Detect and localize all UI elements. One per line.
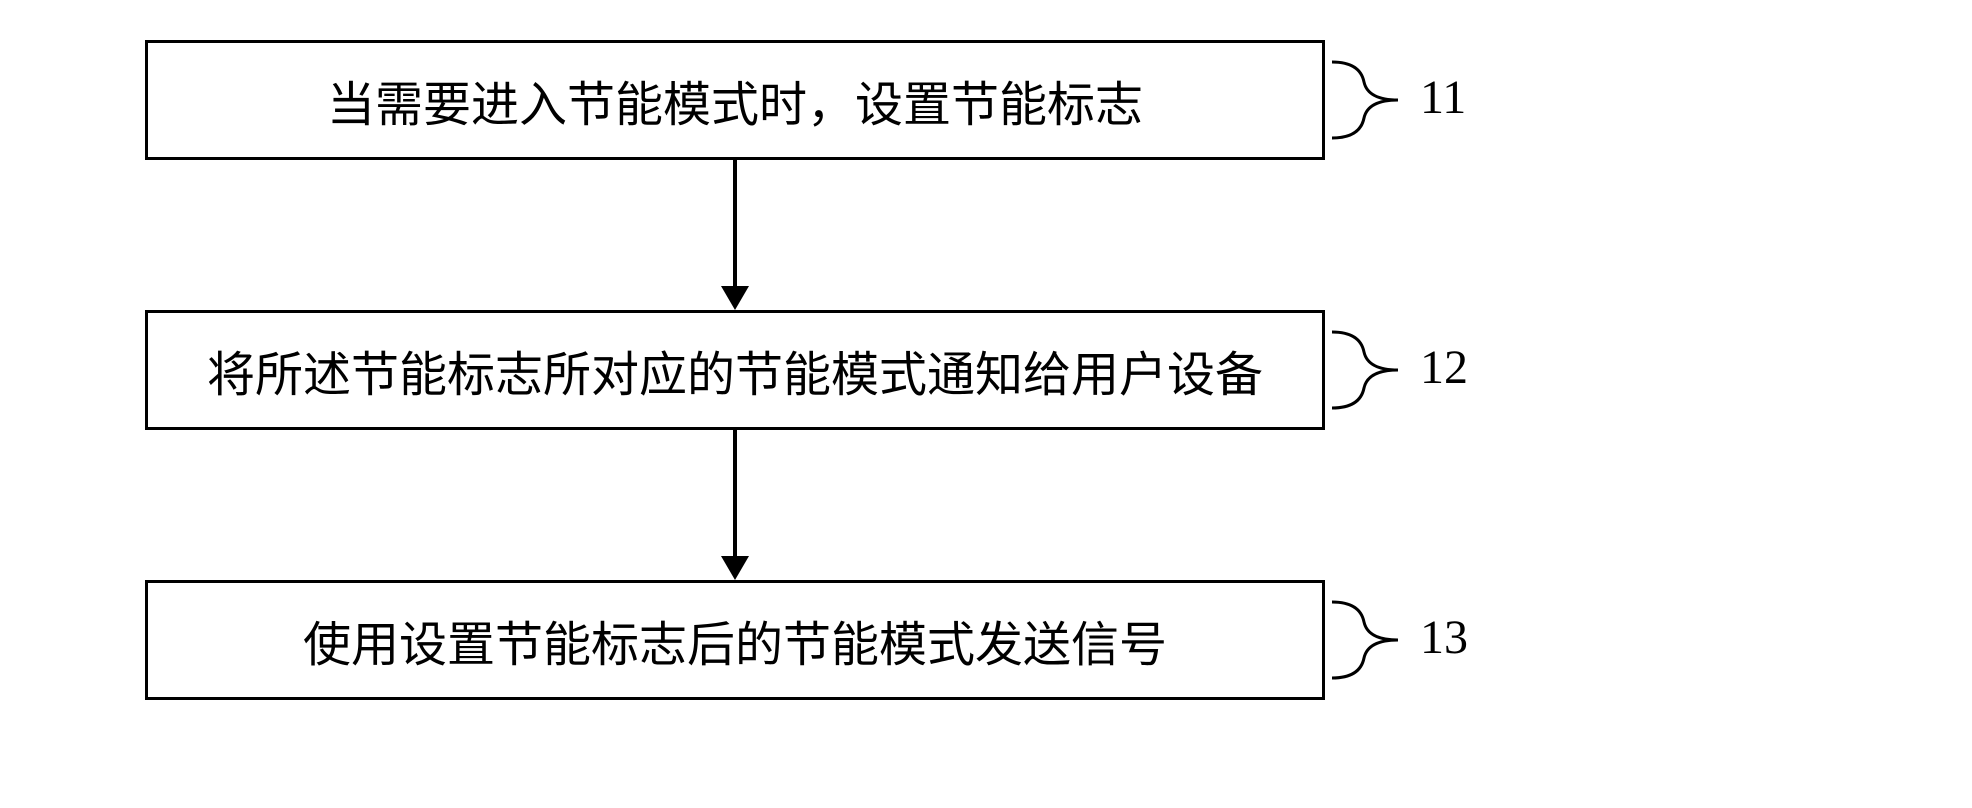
node-label-1: 11 bbox=[1420, 70, 1466, 125]
flow-node-1-text: 当需要进入节能模式时，设置节能标志 bbox=[327, 65, 1143, 135]
flow-node-2: 将所述节能标志所对应的节能模式通知给用户设备 bbox=[145, 310, 1325, 430]
edge-2-head-icon bbox=[721, 556, 749, 580]
flowchart-canvas: 当需要进入节能模式时，设置节能标志 11 将所述节能标志所对应的节能模式通知给用… bbox=[0, 0, 1972, 808]
brace-icon bbox=[1330, 60, 1400, 140]
node-label-3: 13 bbox=[1420, 610, 1468, 665]
flow-node-3-text: 使用设置节能标志后的节能模式发送信号 bbox=[303, 605, 1167, 675]
edge-2-line bbox=[733, 430, 737, 558]
brace-icon bbox=[1330, 600, 1400, 680]
brace-icon bbox=[1330, 330, 1400, 410]
node-label-2: 12 bbox=[1420, 340, 1468, 395]
edge-1-line bbox=[733, 160, 737, 288]
edge-1-head-icon bbox=[721, 286, 749, 310]
flow-node-1: 当需要进入节能模式时，设置节能标志 bbox=[145, 40, 1325, 160]
flow-node-2-text: 将所述节能标志所对应的节能模式通知给用户设备 bbox=[207, 335, 1263, 405]
flow-node-3: 使用设置节能标志后的节能模式发送信号 bbox=[145, 580, 1325, 700]
